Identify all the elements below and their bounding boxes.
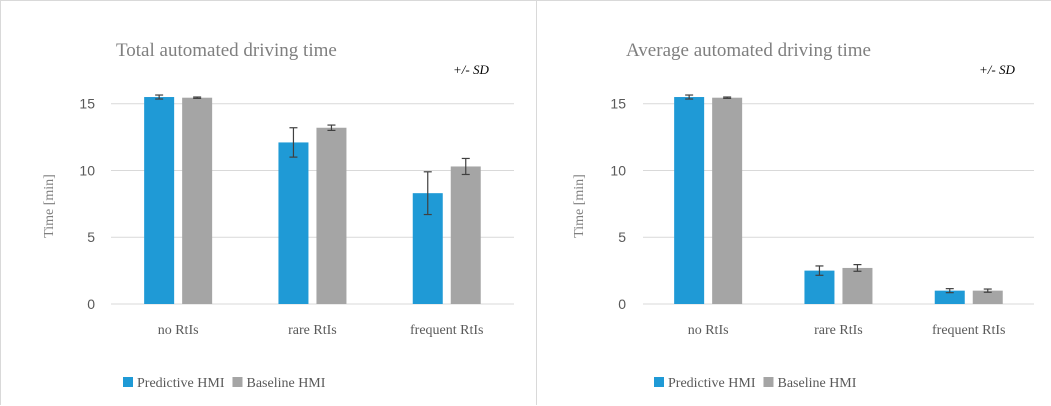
legend-label: Predictive HMI (137, 376, 225, 391)
legend-label: Predictive HMI (668, 376, 756, 391)
bar (316, 127, 347, 304)
chart-title: Average automated driving time (626, 40, 871, 61)
chart-panel-total: Total automated driving time +/- SD Time… (0, 0, 536, 405)
y-tick-label: 0 (87, 296, 95, 312)
x-tick-label: rare RtIs (288, 323, 337, 338)
y-axis-label: Time [min] (572, 174, 587, 238)
y-tick-label: 15 (610, 96, 626, 112)
legend-swatch (123, 377, 133, 387)
legend: Predictive HMI Baseline HMI (654, 376, 857, 391)
bar (972, 290, 1003, 304)
x-tick-label: frequent RtIs (410, 323, 483, 338)
y-tick-label: 5 (87, 229, 95, 245)
bar (712, 97, 743, 305)
y-tick-label: 10 (79, 162, 95, 178)
legend-swatch (654, 377, 664, 387)
bar (934, 290, 965, 304)
legend-swatch (763, 377, 774, 387)
chart-panel-average: Average automated driving time +/- SD Ti… (536, 0, 1051, 405)
sd-note-prefix: +/- (979, 62, 999, 77)
bar (278, 142, 309, 304)
y-tick-label: 15 (79, 96, 95, 112)
bar (804, 270, 835, 304)
x-tick-label: frequent RtIs (932, 323, 1005, 338)
bar (182, 97, 213, 305)
bar (674, 97, 705, 304)
legend: Predictive HMI Baseline HMI (123, 376, 326, 391)
legend-swatch (232, 377, 243, 387)
y-tick-label: 0 (618, 296, 626, 312)
sd-note: +/- SD (453, 62, 489, 77)
x-tick-label: rare RtIs (814, 323, 863, 338)
sd-note-prefix: +/- (453, 62, 473, 77)
y-tick-label: 10 (610, 162, 626, 178)
y-axis-label: Time [min] (42, 174, 57, 238)
bar (842, 267, 873, 304)
sd-note-sd: SD (999, 62, 1016, 77)
sd-note: +/- SD (979, 62, 1015, 77)
chart-total-automated-driving-time: Total automated driving time +/- SD Time… (42, 40, 514, 391)
chart-title: Total automated driving time (116, 40, 337, 61)
x-tick-label: no RtIs (688, 323, 729, 338)
sd-note-sd: SD (473, 62, 490, 77)
bar (144, 97, 175, 304)
bar (450, 166, 481, 304)
legend-label: Baseline HMI (246, 376, 325, 391)
y-tick-label: 5 (618, 229, 626, 245)
plot-area: 0 5 10 15 no RtIs rare RtIs frequent RtIs (610, 94, 1034, 338)
legend-label: Baseline HMI (777, 376, 856, 391)
chart-average-automated-driving-time: Average automated driving time +/- SD Ti… (572, 40, 1034, 391)
x-tick-label: no RtIs (158, 323, 199, 338)
plot-area: 0 5 10 15 no RtIs rare RtIs frequent RtIs (79, 94, 514, 338)
